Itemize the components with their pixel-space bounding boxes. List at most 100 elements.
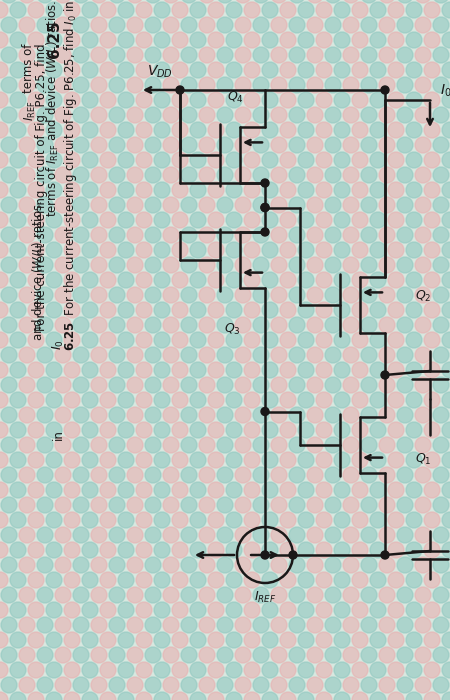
Circle shape: [181, 257, 197, 273]
Circle shape: [433, 647, 449, 663]
Circle shape: [82, 512, 98, 528]
Circle shape: [244, 392, 260, 408]
Circle shape: [64, 632, 80, 648]
Circle shape: [370, 302, 386, 318]
Circle shape: [163, 527, 179, 543]
Circle shape: [28, 92, 44, 108]
Circle shape: [415, 77, 431, 93]
Circle shape: [406, 62, 422, 78]
Circle shape: [370, 602, 386, 618]
Circle shape: [73, 347, 89, 363]
Circle shape: [199, 377, 215, 393]
Circle shape: [226, 302, 242, 318]
Circle shape: [289, 437, 305, 453]
Circle shape: [397, 17, 413, 33]
Circle shape: [82, 572, 98, 588]
Circle shape: [415, 407, 431, 423]
Circle shape: [379, 197, 395, 213]
Circle shape: [64, 692, 80, 700]
Circle shape: [0, 122, 8, 138]
Circle shape: [226, 242, 242, 258]
Circle shape: [19, 437, 35, 453]
Circle shape: [226, 62, 242, 78]
Circle shape: [82, 632, 98, 648]
Circle shape: [262, 452, 278, 468]
Circle shape: [73, 257, 89, 273]
Circle shape: [352, 32, 368, 48]
Circle shape: [172, 392, 188, 408]
Circle shape: [397, 437, 413, 453]
Circle shape: [46, 662, 62, 678]
Circle shape: [46, 362, 62, 378]
Circle shape: [136, 122, 152, 138]
Circle shape: [307, 617, 323, 633]
Circle shape: [325, 557, 341, 573]
Circle shape: [442, 572, 450, 588]
Circle shape: [163, 287, 179, 303]
Circle shape: [253, 137, 269, 153]
Text: $Q_2$: $Q_2$: [415, 289, 432, 304]
Circle shape: [235, 257, 251, 273]
Circle shape: [0, 152, 8, 168]
Circle shape: [406, 242, 422, 258]
Circle shape: [127, 137, 143, 153]
Circle shape: [406, 572, 422, 588]
Circle shape: [388, 572, 404, 588]
Circle shape: [172, 332, 188, 348]
Circle shape: [316, 422, 332, 438]
Circle shape: [370, 62, 386, 78]
Circle shape: [307, 257, 323, 273]
Circle shape: [190, 512, 206, 528]
Circle shape: [217, 0, 233, 3]
Circle shape: [136, 512, 152, 528]
Circle shape: [361, 0, 377, 3]
Circle shape: [244, 32, 260, 48]
Circle shape: [19, 47, 35, 63]
Circle shape: [442, 422, 450, 438]
Circle shape: [10, 512, 26, 528]
Circle shape: [253, 17, 269, 33]
Circle shape: [298, 572, 314, 588]
Circle shape: [0, 2, 8, 18]
Circle shape: [271, 527, 287, 543]
Circle shape: [1, 17, 17, 33]
Circle shape: [433, 167, 449, 183]
Circle shape: [262, 602, 278, 618]
Circle shape: [271, 47, 287, 63]
Circle shape: [352, 542, 368, 558]
Circle shape: [136, 32, 152, 48]
Circle shape: [73, 467, 89, 483]
Circle shape: [64, 212, 80, 228]
Circle shape: [28, 572, 44, 588]
Circle shape: [415, 527, 431, 543]
Circle shape: [109, 527, 125, 543]
Circle shape: [325, 587, 341, 603]
Circle shape: [352, 452, 368, 468]
Circle shape: [235, 377, 251, 393]
Circle shape: [271, 377, 287, 393]
Circle shape: [217, 647, 233, 663]
Circle shape: [145, 377, 161, 393]
Circle shape: [181, 0, 197, 3]
Circle shape: [424, 512, 440, 528]
Circle shape: [28, 272, 44, 288]
Circle shape: [190, 62, 206, 78]
Circle shape: [82, 482, 98, 498]
Circle shape: [100, 572, 116, 588]
Circle shape: [64, 542, 80, 558]
Circle shape: [28, 392, 44, 408]
Circle shape: [28, 212, 44, 228]
Circle shape: [172, 242, 188, 258]
Circle shape: [379, 257, 395, 273]
Circle shape: [442, 692, 450, 700]
Circle shape: [154, 152, 170, 168]
Circle shape: [172, 2, 188, 18]
Circle shape: [82, 32, 98, 48]
Circle shape: [1, 227, 17, 243]
Circle shape: [325, 197, 341, 213]
Circle shape: [307, 437, 323, 453]
Circle shape: [433, 197, 449, 213]
Circle shape: [217, 437, 233, 453]
Circle shape: [280, 512, 296, 528]
Circle shape: [145, 527, 161, 543]
